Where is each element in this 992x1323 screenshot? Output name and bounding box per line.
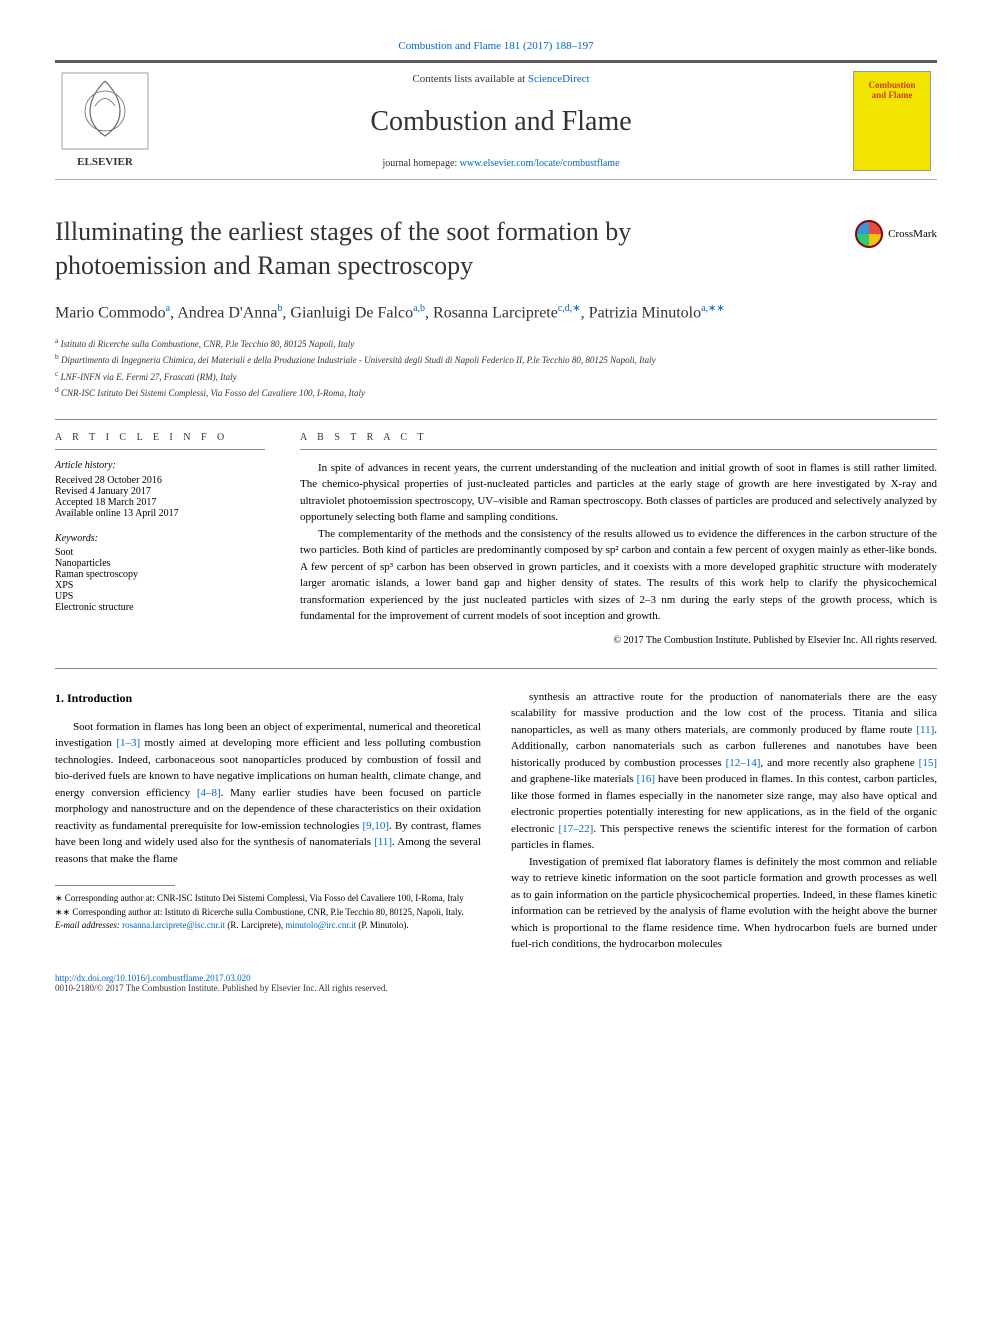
accepted-date: Accepted 18 March 2017 bbox=[55, 497, 265, 508]
keyword-item: Electronic structure bbox=[55, 602, 265, 613]
keyword-item: XPS bbox=[55, 580, 265, 591]
body-columns: 1. Introduction Soot formation in flames… bbox=[55, 689, 937, 953]
doi-link[interactable]: http://dx.doi.org/10.1016/j.combustflame… bbox=[55, 973, 251, 983]
page-footer: http://dx.doi.org/10.1016/j.combustflame… bbox=[55, 973, 937, 993]
authors-list: Mario Commodoa, Andrea D'Annab, Gianluig… bbox=[55, 301, 937, 325]
crossmark-badge[interactable]: CrossMark bbox=[855, 220, 937, 248]
footnote-emails: E-mail addresses: rosanna.larciprete@isc… bbox=[55, 919, 481, 933]
reference-link[interactable]: [4–8] bbox=[197, 787, 221, 799]
elsevier-logo: ELSEVIER bbox=[55, 63, 155, 179]
affiliations: a Istituto di Ricerche sulla Combustione… bbox=[55, 335, 937, 401]
crossmark-icon bbox=[855, 220, 883, 248]
footnote-corresponding-1: ∗ Corresponding author at: CNR-ISC Istit… bbox=[55, 892, 481, 906]
crossmark-label: CrossMark bbox=[888, 228, 937, 240]
email-link-1[interactable]: rosanna.larciprete@isc.cnr.it bbox=[122, 920, 225, 930]
header-center: Contents lists available at ScienceDirec… bbox=[155, 63, 847, 179]
svg-text:ELSEVIER: ELSEVIER bbox=[77, 156, 134, 168]
keyword-item: Raman spectroscopy bbox=[55, 569, 265, 580]
article-title: Illuminating the earliest stages of the … bbox=[55, 215, 775, 283]
reference-link[interactable]: [16] bbox=[637, 773, 655, 785]
affiliation-item: d CNR-ISC Istituto Dei Sistemi Complessi… bbox=[55, 384, 937, 401]
reference-link[interactable]: [12–14] bbox=[726, 757, 761, 769]
body-paragraph: Soot formation in flames has long been a… bbox=[55, 719, 481, 868]
affiliation-item: c LNF-INFN via E. Fermi 27, Frascati (RM… bbox=[55, 368, 937, 385]
affiliation-item: b Dipartimento di Ingegneria Chimica, de… bbox=[55, 351, 937, 368]
keyword-item: Soot bbox=[55, 547, 265, 558]
body-divider bbox=[55, 668, 937, 669]
homepage-line: journal homepage: www.elsevier.com/locat… bbox=[155, 158, 847, 169]
cover-title-1: Combustion bbox=[868, 80, 915, 90]
article-info: a r t i c l e i n f o Article history: R… bbox=[55, 432, 265, 646]
sciencedirect-link[interactable]: ScienceDirect bbox=[528, 73, 590, 85]
body-paragraph: Investigation of premixed flat laborator… bbox=[511, 854, 937, 953]
keywords-list: SootNanoparticlesRaman spectroscopyXPSUP… bbox=[55, 547, 265, 613]
citation-link[interactable]: Combustion and Flame 181 (2017) 188–197 bbox=[398, 40, 593, 52]
abstract-p2: The complementarity of the methods and t… bbox=[300, 526, 937, 625]
citation-line: Combustion and Flame 181 (2017) 188–197 bbox=[55, 40, 937, 52]
journal-cover: Combustion and Flame bbox=[847, 63, 937, 179]
keyword-item: UPS bbox=[55, 591, 265, 602]
journal-name: Combustion and Flame bbox=[155, 106, 847, 138]
received-date: Received 28 October 2016 bbox=[55, 475, 265, 486]
abstract-heading: a b s t r a c t bbox=[300, 432, 937, 450]
revised-date: Revised 4 January 2017 bbox=[55, 486, 265, 497]
abstract-copyright: © 2017 The Combustion Institute. Publish… bbox=[300, 635, 937, 646]
history-label: Article history: bbox=[55, 460, 265, 471]
abstract-p1: In spite of advances in recent years, th… bbox=[300, 460, 937, 526]
reference-link[interactable]: [1–3] bbox=[116, 737, 140, 749]
body-column-left: 1. Introduction Soot formation in flames… bbox=[55, 689, 481, 953]
footnotes: ∗ Corresponding author at: CNR-ISC Istit… bbox=[55, 892, 481, 933]
reference-link[interactable]: [11] bbox=[374, 836, 392, 848]
cover-title-2: and Flame bbox=[872, 90, 913, 100]
reference-link[interactable]: [15] bbox=[919, 757, 937, 769]
footnote-divider bbox=[55, 885, 175, 886]
issn-copyright: 0010-2180/© 2017 The Combustion Institut… bbox=[55, 983, 388, 993]
footnote-corresponding-2: ∗∗ Corresponding author at: Istituto di … bbox=[55, 906, 481, 920]
article-info-heading: a r t i c l e i n f o bbox=[55, 432, 265, 450]
body-column-right: synthesis an attractive route for the pr… bbox=[511, 689, 937, 953]
divider bbox=[55, 419, 937, 420]
abstract-block: a b s t r a c t In spite of advances in … bbox=[300, 432, 937, 646]
homepage-link[interactable]: www.elsevier.com/locate/combustflame bbox=[460, 158, 620, 169]
reference-link[interactable]: [9,10] bbox=[362, 820, 389, 832]
body-paragraph: synthesis an attractive route for the pr… bbox=[511, 689, 937, 854]
keywords-label: Keywords: bbox=[55, 533, 265, 544]
contents-available: Contents lists available at ScienceDirec… bbox=[155, 73, 847, 85]
email-link-2[interactable]: minutolo@irc.cnr.it bbox=[285, 920, 356, 930]
section-heading: 1. Introduction bbox=[55, 689, 481, 707]
reference-link[interactable]: [11] bbox=[916, 724, 934, 736]
reference-link[interactable]: [17–22] bbox=[559, 823, 594, 835]
journal-header: ELSEVIER Contents lists available at Sci… bbox=[55, 60, 937, 180]
affiliation-item: a Istituto di Ricerche sulla Combustione… bbox=[55, 335, 937, 352]
keyword-item: Nanoparticles bbox=[55, 558, 265, 569]
online-date: Available online 13 April 2017 bbox=[55, 508, 265, 519]
